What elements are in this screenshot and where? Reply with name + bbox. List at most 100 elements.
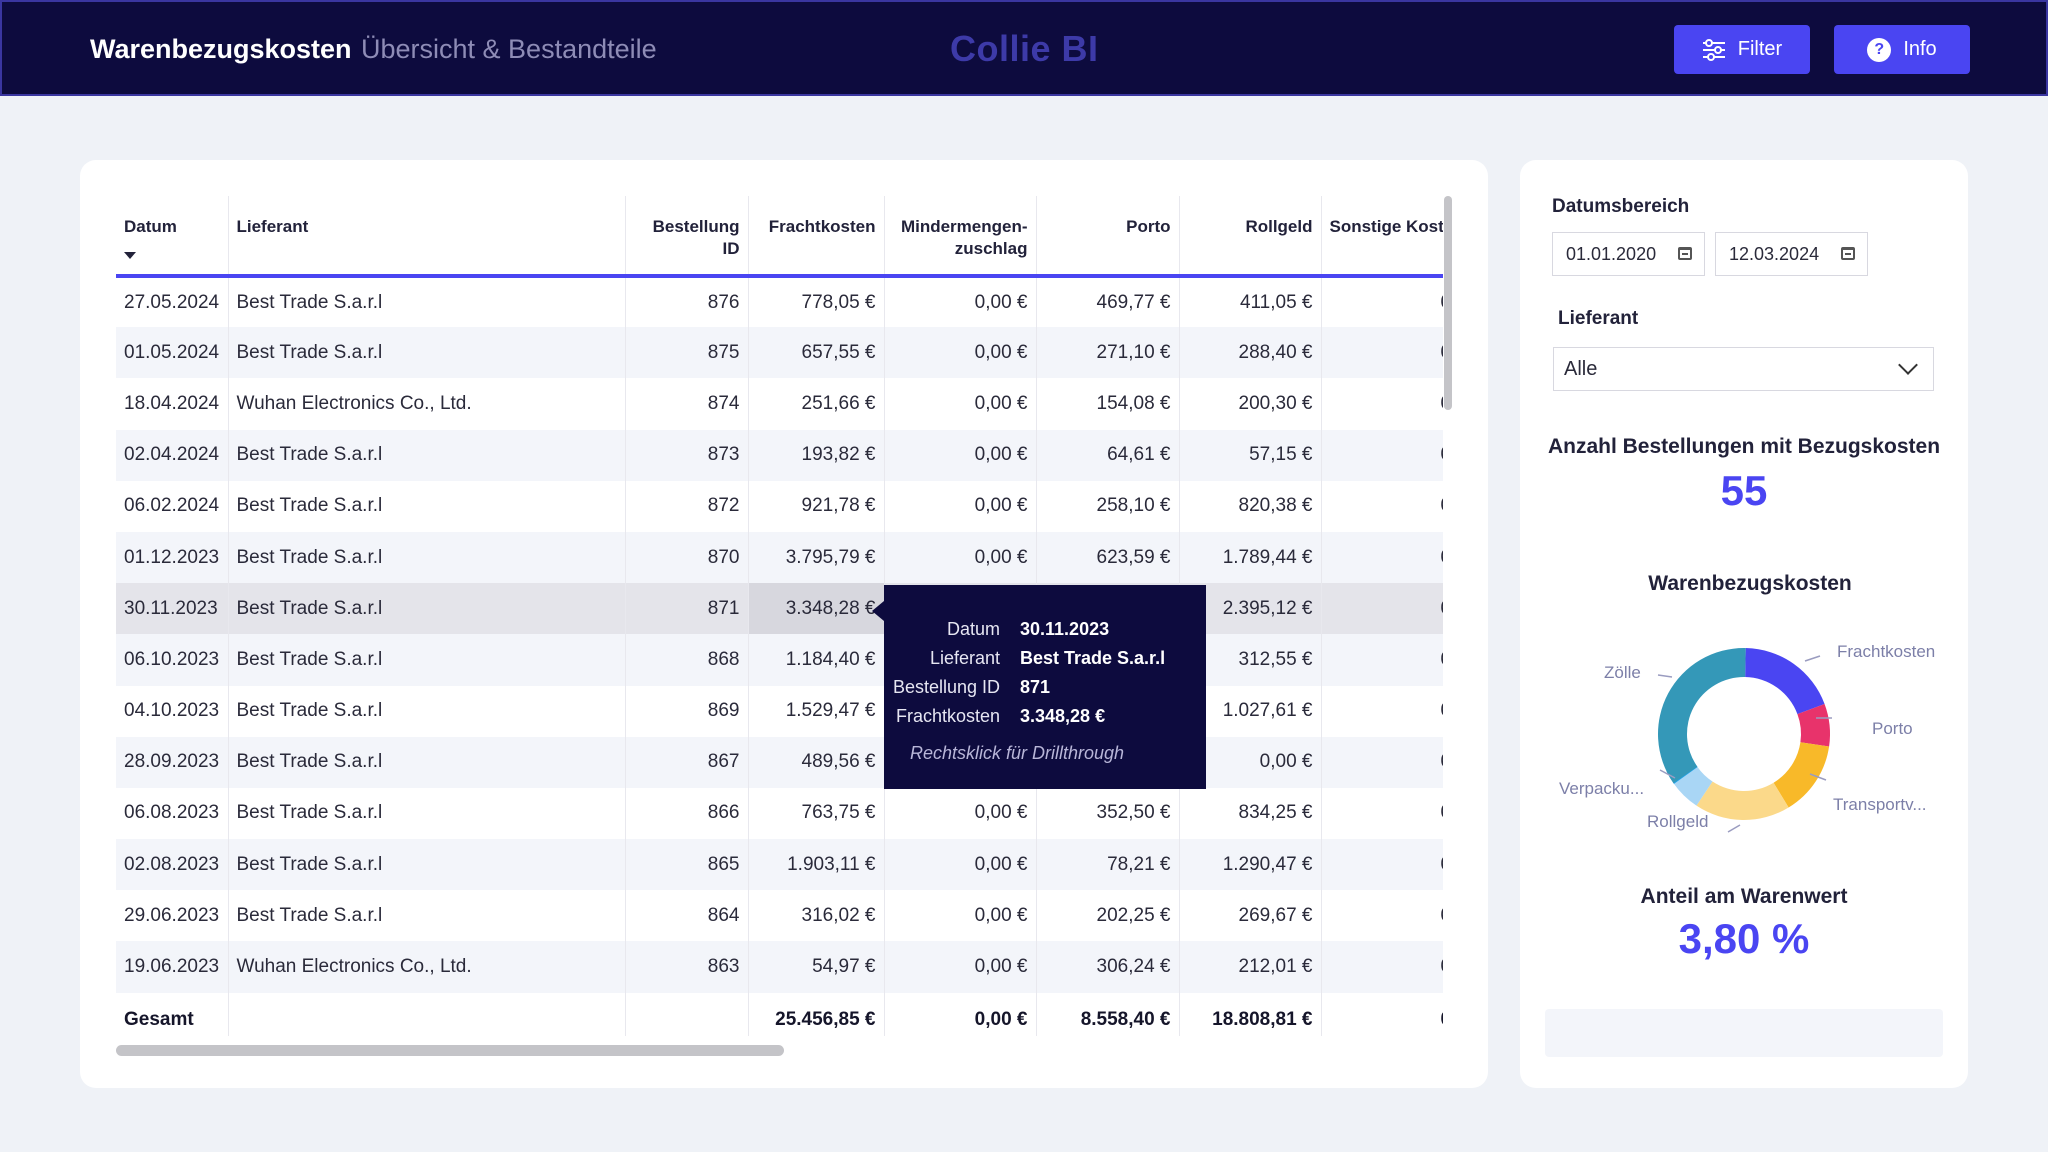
table-cell[interactable]: 0,00 € (884, 429, 1037, 481)
table-cell[interactable]: 0,00 (1321, 378, 1443, 430)
table-cell[interactable]: Best Trade S.a.r.l (228, 531, 626, 584)
calendar-icon[interactable] (1841, 247, 1855, 260)
table-cell[interactable]: 269,67 € (1179, 890, 1322, 942)
table-row[interactable]: 30.11.2023 Best Trade S.a.r.l 871 3.348,28 … (116, 583, 1443, 635)
calendar-icon[interactable] (1678, 247, 1692, 260)
table-cell[interactable]: Best Trade S.a.r.l (228, 787, 626, 840)
table-cell[interactable]: 316,02 € (748, 890, 885, 942)
table-cell[interactable]: 1.290,47 € (1179, 839, 1322, 891)
table-cell[interactable]: Best Trade S.a.r.l (228, 429, 626, 481)
table-cell[interactable]: Wuhan Electronics Co., Ltd. (228, 941, 626, 993)
table-cell[interactable]: 0,00 € (884, 276, 1037, 328)
table-cell[interactable]: 870 (625, 531, 749, 584)
table-cell[interactable]: 874 (625, 378, 749, 430)
table-cell[interactable]: Best Trade S.a.r.l (228, 634, 626, 686)
table-cell[interactable]: 3.795,79 € (748, 531, 885, 584)
table-cell[interactable]: 30.11.2023 (116, 583, 229, 635)
table-cell[interactable]: 0,00 € (884, 890, 1037, 942)
donut-slice-0[interactable] (1745, 648, 1825, 715)
table-row[interactable]: 01.12.2023 Best Trade S.a.r.l 870 3.795,79 … (116, 531, 1443, 584)
table-cell[interactable]: 3.348,28 € (748, 583, 885, 635)
table-cell[interactable]: 868 (625, 634, 749, 686)
table-cell[interactable]: 1.903,11 € (748, 839, 885, 891)
donut-chart[interactable] (1520, 620, 1968, 880)
table-cell[interactable]: 288,40 € (1179, 327, 1322, 379)
table-cell[interactable]: 864 (625, 890, 749, 942)
vertical-scrollbar[interactable] (1444, 196, 1452, 410)
table-cell[interactable]: 0,00 € (884, 941, 1037, 993)
table-row[interactable]: 27.05.2024 Best Trade S.a.r.l 876 778,05 €0… (116, 276, 1443, 328)
column-header-mindermengenzuschlag[interactable]: Mindermengen-zuschlag (884, 196, 1037, 278)
table-cell[interactable]: 1.184,40 € (748, 634, 885, 686)
table-cell[interactable]: 876 (625, 276, 749, 328)
table-row[interactable]: 28.09.2023 Best Trade S.a.r.l 867 489,56 € 0… (116, 736, 1443, 788)
sort-desc-icon[interactable] (124, 252, 136, 259)
table-cell[interactable]: 19.06.2023 (116, 941, 229, 993)
table-cell[interactable]: 202,25 € (1036, 890, 1180, 942)
table-cell[interactable]: 154,08 € (1036, 378, 1180, 430)
table-cell[interactable]: Best Trade S.a.r.l (228, 685, 626, 737)
table-cell[interactable]: 871 (625, 583, 749, 635)
table-cell[interactable]: 271,10 € (1036, 327, 1180, 379)
date-to-field[interactable]: 12.03.2024 (1715, 232, 1868, 276)
table-cell[interactable]: 657,55 € (748, 327, 885, 379)
table-cell[interactable]: Best Trade S.a.r.l (228, 276, 626, 328)
table-cell[interactable]: 04.10.2023 (116, 685, 229, 737)
table-cell[interactable]: 06.08.2023 (116, 787, 229, 840)
table-cell[interactable]: 0,00 (1321, 736, 1443, 788)
table-cell[interactable]: 0,00 € (884, 480, 1037, 532)
table-cell[interactable]: 06.10.2023 (116, 634, 229, 686)
table-cell[interactable]: 469,77 € (1036, 276, 1180, 328)
table-cell[interactable]: 0,00 (1321, 634, 1443, 686)
table-cell[interactable]: 820,38 € (1179, 480, 1322, 532)
table-cell[interactable]: 352,50 € (1036, 787, 1180, 840)
table-cell[interactable]: Best Trade S.a.r.l (228, 839, 626, 891)
donut-slice-1[interactable] (1797, 703, 1830, 747)
table-cell[interactable]: Wuhan Electronics Co., Ltd. (228, 378, 626, 430)
table-cell[interactable]: 834,25 € (1179, 787, 1322, 840)
table-cell[interactable]: Best Trade S.a.r.l (228, 736, 626, 788)
table-cell[interactable]: 867 (625, 736, 749, 788)
table-cell[interactable]: 0,00 (1321, 583, 1443, 635)
donut-slice-3[interactable] (1696, 781, 1789, 820)
table-cell[interactable]: 0,00 (1321, 480, 1443, 532)
table-cell[interactable]: 27.05.2024 (116, 276, 229, 328)
column-header-sonstige-kosten[interactable]: Sonstige Koste (1321, 196, 1443, 278)
table-cell[interactable]: Best Trade S.a.r.l (228, 480, 626, 532)
table-cell[interactable]: 0,00 (1321, 890, 1443, 942)
column-header-frachtkosten[interactable]: Frachtkosten (748, 196, 885, 278)
table-cell[interactable]: 212,01 € (1179, 941, 1322, 993)
table-row[interactable]: 06.10.2023 Best Trade S.a.r.l 868 1.184,40 … (116, 634, 1443, 686)
table-row[interactable]: 04.10.2023 Best Trade S.a.r.l 869 1.529,47 … (116, 685, 1443, 737)
table-cell[interactable]: 872 (625, 480, 749, 532)
table-cell[interactable]: 489,56 € (748, 736, 885, 788)
table-cell[interactable]: 0,00 (1321, 327, 1443, 379)
table-cell[interactable]: 01.12.2023 (116, 531, 229, 584)
table-cell[interactable]: 0,00 (1321, 531, 1443, 584)
table-cell[interactable]: 778,05 € (748, 276, 885, 328)
table-cell[interactable]: 0,00 € (884, 787, 1037, 840)
table-cell[interactable]: 763,75 € (748, 787, 885, 840)
donut-slice-5[interactable] (1658, 648, 1746, 784)
table-cell[interactable]: 306,24 € (1036, 941, 1180, 993)
donut-slice-2[interactable] (1773, 742, 1830, 808)
table-cell[interactable]: 64,61 € (1036, 429, 1180, 481)
info-button[interactable]: ? Info (1834, 25, 1970, 74)
table-cell[interactable]: 0,00 € (884, 531, 1037, 584)
table-cell[interactable]: 921,78 € (748, 480, 885, 532)
table-cell[interactable]: 02.08.2023 (116, 839, 229, 891)
table-cell[interactable]: 0,00 (1321, 429, 1443, 481)
supplier-dropdown[interactable]: Alle (1553, 347, 1934, 391)
table-cell[interactable]: 875 (625, 327, 749, 379)
column-header-lieferant[interactable]: Lieferant (228, 196, 626, 278)
table-cell[interactable]: 865 (625, 839, 749, 891)
table-cell[interactable]: 18.04.2024 (116, 378, 229, 430)
table-cell[interactable]: 01.05.2024 (116, 327, 229, 379)
table-cell[interactable]: 873 (625, 429, 749, 481)
table-cell[interactable]: 0,00 (1321, 941, 1443, 993)
table-cell[interactable]: 0,00 (1321, 787, 1443, 840)
table-cell[interactable]: 866 (625, 787, 749, 840)
table-cell[interactable]: 0,00 (1321, 276, 1443, 328)
table-cell[interactable]: 200,30 € (1179, 378, 1322, 430)
table-cell[interactable]: 0,00 (1321, 685, 1443, 737)
